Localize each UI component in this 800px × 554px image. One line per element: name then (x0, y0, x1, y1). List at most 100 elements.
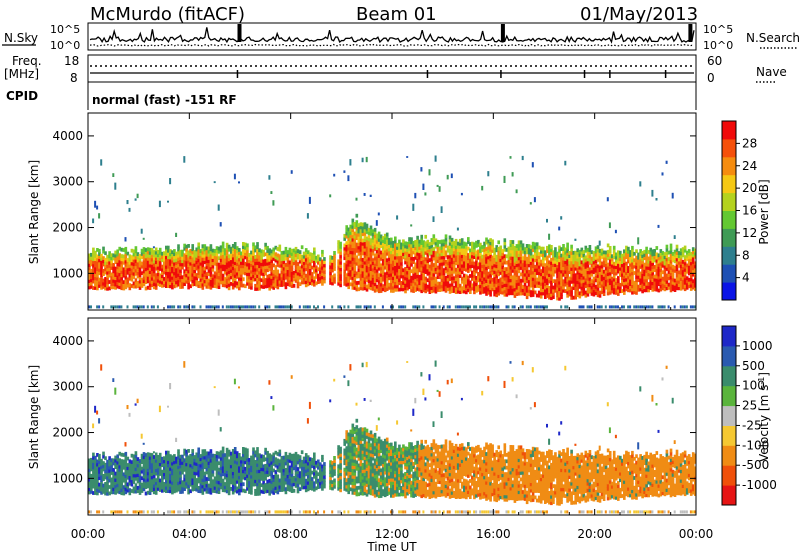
power-cell (203, 266, 207, 271)
power-cell (566, 265, 569, 269)
power-cell (558, 255, 561, 259)
power-cell (268, 257, 272, 262)
power-cell (691, 279, 695, 284)
power-cell (371, 232, 375, 237)
velocity-cell (142, 458, 146, 463)
power-cell (655, 281, 659, 286)
power-cell (633, 290, 636, 295)
power-cell (262, 253, 265, 257)
power-cell (515, 279, 519, 284)
power-near-range (479, 305, 482, 309)
power-cell (104, 261, 107, 265)
power-cell (418, 281, 421, 286)
power-cell (592, 286, 596, 291)
power-near-range (513, 305, 516, 309)
power-near-range (497, 305, 500, 309)
power-cell (377, 263, 381, 268)
power-cell (294, 259, 298, 264)
power-cell (465, 280, 468, 285)
power-cell (448, 267, 452, 272)
power-cell (268, 251, 272, 256)
power-cell (653, 268, 657, 272)
power-cell (637, 271, 640, 276)
power-cell (408, 278, 411, 283)
power-cell (535, 242, 539, 247)
power-cell (365, 239, 369, 244)
power-cell (381, 274, 385, 279)
velocity-near-range (88, 510, 90, 514)
power-cell (643, 249, 646, 254)
power-cell (90, 281, 93, 286)
power-cell (594, 272, 598, 276)
power-cell (542, 256, 545, 261)
power-cell (154, 257, 158, 261)
power-cell (365, 226, 369, 231)
power-cell (467, 246, 470, 251)
power-cell (542, 282, 545, 286)
nave-label: Nave (756, 65, 787, 79)
power-cell (509, 259, 513, 264)
power-cell (250, 250, 253, 255)
power-cell (446, 258, 450, 263)
power-cell (444, 240, 448, 245)
power-cell (590, 263, 594, 267)
velocity-cell (130, 479, 134, 484)
velocity-cell (156, 483, 160, 488)
power-cell (691, 285, 695, 290)
power-cell (487, 274, 490, 279)
power-cell (683, 277, 687, 282)
velocity-cell (134, 464, 138, 468)
power-cell (146, 263, 150, 268)
power-cell (623, 287, 626, 292)
power-cell (446, 255, 450, 259)
power-cell (576, 251, 580, 256)
power-scatter (377, 212, 380, 216)
power-cell (223, 251, 227, 256)
power-cell (339, 251, 342, 256)
power-cell (462, 257, 466, 262)
power-cell (564, 279, 567, 284)
power-cell (246, 265, 249, 270)
power-near-range (323, 305, 326, 309)
power-cell (523, 250, 527, 255)
power-cell (450, 282, 454, 287)
power-cell (560, 285, 563, 290)
power-near-range (604, 305, 607, 309)
power-cell (606, 265, 610, 270)
power-cell (90, 259, 93, 264)
power-cell (306, 250, 310, 255)
velocity-cell (112, 458, 115, 463)
power-cell (643, 256, 646, 261)
power-cell (424, 244, 428, 249)
power-cell (499, 290, 503, 295)
power-cell (675, 273, 679, 278)
power-cell (631, 249, 634, 253)
power-cell (347, 282, 351, 286)
power-cell (223, 280, 227, 285)
power-cell (96, 276, 99, 281)
power-cell (351, 237, 355, 242)
power-cell (566, 274, 569, 279)
power-cell (503, 283, 507, 287)
power-cell (602, 253, 606, 258)
power-cell (221, 257, 225, 262)
velocity-cell (175, 485, 178, 490)
power-cell (385, 264, 389, 269)
power-cell (150, 280, 154, 284)
power-scatter (406, 156, 409, 158)
velocity-cell (118, 477, 122, 482)
power-cell (211, 261, 215, 266)
power-cell (444, 253, 448, 258)
power-cell (345, 263, 349, 268)
power-cell (438, 249, 442, 254)
power-cell (264, 246, 267, 250)
power-cell (288, 273, 292, 278)
power-cell (381, 236, 385, 240)
power-cell (471, 241, 474, 246)
velocity-cell (189, 466, 192, 471)
velocity-cell (112, 474, 115, 479)
power-cell (274, 281, 278, 285)
power-cell (669, 282, 673, 286)
power-cell (254, 277, 257, 282)
power-near-range (373, 305, 376, 309)
